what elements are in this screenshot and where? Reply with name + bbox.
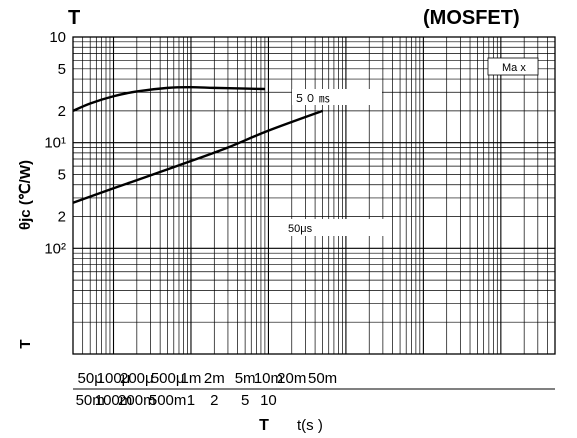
series-label-bg bbox=[292, 89, 382, 105]
plot-frame bbox=[72, 36, 556, 355]
chart-title-left: T bbox=[68, 7, 80, 29]
x-tick-label-top: 20m bbox=[277, 370, 306, 387]
y-tick-label: 10 bbox=[49, 29, 66, 46]
legend-label: Ma x bbox=[502, 62, 526, 74]
y-tick-label: 5 bbox=[58, 166, 66, 183]
x-tick-label-top: 2m bbox=[204, 370, 225, 387]
x-tick-label-top: 500μ bbox=[151, 370, 185, 387]
chart-annotations: Ma x ５０ ㎳ 50μs bbox=[283, 57, 539, 236]
x-tick-label-bottom: 50m bbox=[76, 392, 105, 409]
x-tick-label-top: 1m bbox=[181, 370, 202, 387]
x-tick-label-top: 5m bbox=[235, 370, 256, 387]
x-tick-label-bottom: 10 bbox=[260, 392, 277, 409]
x-axis-label-left: T bbox=[259, 417, 269, 434]
y-tick-label: 5 bbox=[58, 61, 66, 78]
x-tick-label-top: 100μ bbox=[97, 370, 131, 387]
x-tick-label-bottom: 500m bbox=[149, 392, 187, 409]
y-axis-label-lower: T bbox=[17, 339, 34, 348]
x-tick-label-bottom: 100m bbox=[95, 392, 133, 409]
y-tick-label: 2 bbox=[58, 103, 66, 120]
x-tick-label-bottom: 200m bbox=[118, 392, 156, 409]
x-axis-label-right: t(s ) bbox=[297, 417, 323, 434]
y-tick-label: 2 bbox=[58, 209, 66, 226]
y-axis-label: θjc (℃/W) bbox=[17, 160, 34, 230]
x-tick-label-top: 200μ bbox=[120, 370, 154, 387]
x-tick-label-bottom: 2 bbox=[210, 392, 218, 409]
chart-title-right: (MOSFET) bbox=[423, 7, 520, 29]
chart-curves bbox=[72, 85, 324, 204]
y-tick-label: 10² bbox=[44, 240, 66, 257]
x-tick-label-top: 50μ bbox=[78, 370, 103, 387]
series-label-50μs: 50μs bbox=[288, 223, 313, 235]
series-label-50ms: ５０ ㎳ bbox=[294, 93, 330, 105]
series-line-50ms bbox=[72, 85, 265, 112]
y-tick-label: 10¹ bbox=[44, 135, 66, 152]
x-tick-label-bottom: 5 bbox=[241, 392, 249, 409]
x-tick-label-bottom: 1 bbox=[187, 392, 195, 409]
series-label-bg bbox=[283, 219, 388, 236]
chart-grid bbox=[72, 37, 555, 355]
x-tick-label-top: 50m bbox=[308, 370, 337, 387]
legend-box bbox=[487, 57, 539, 76]
x-tick-label-top: 10m bbox=[254, 370, 283, 387]
series-line-50μs bbox=[72, 109, 324, 204]
y-tick-labels: 10 5 2 10¹ 5 2 10² bbox=[44, 29, 66, 257]
